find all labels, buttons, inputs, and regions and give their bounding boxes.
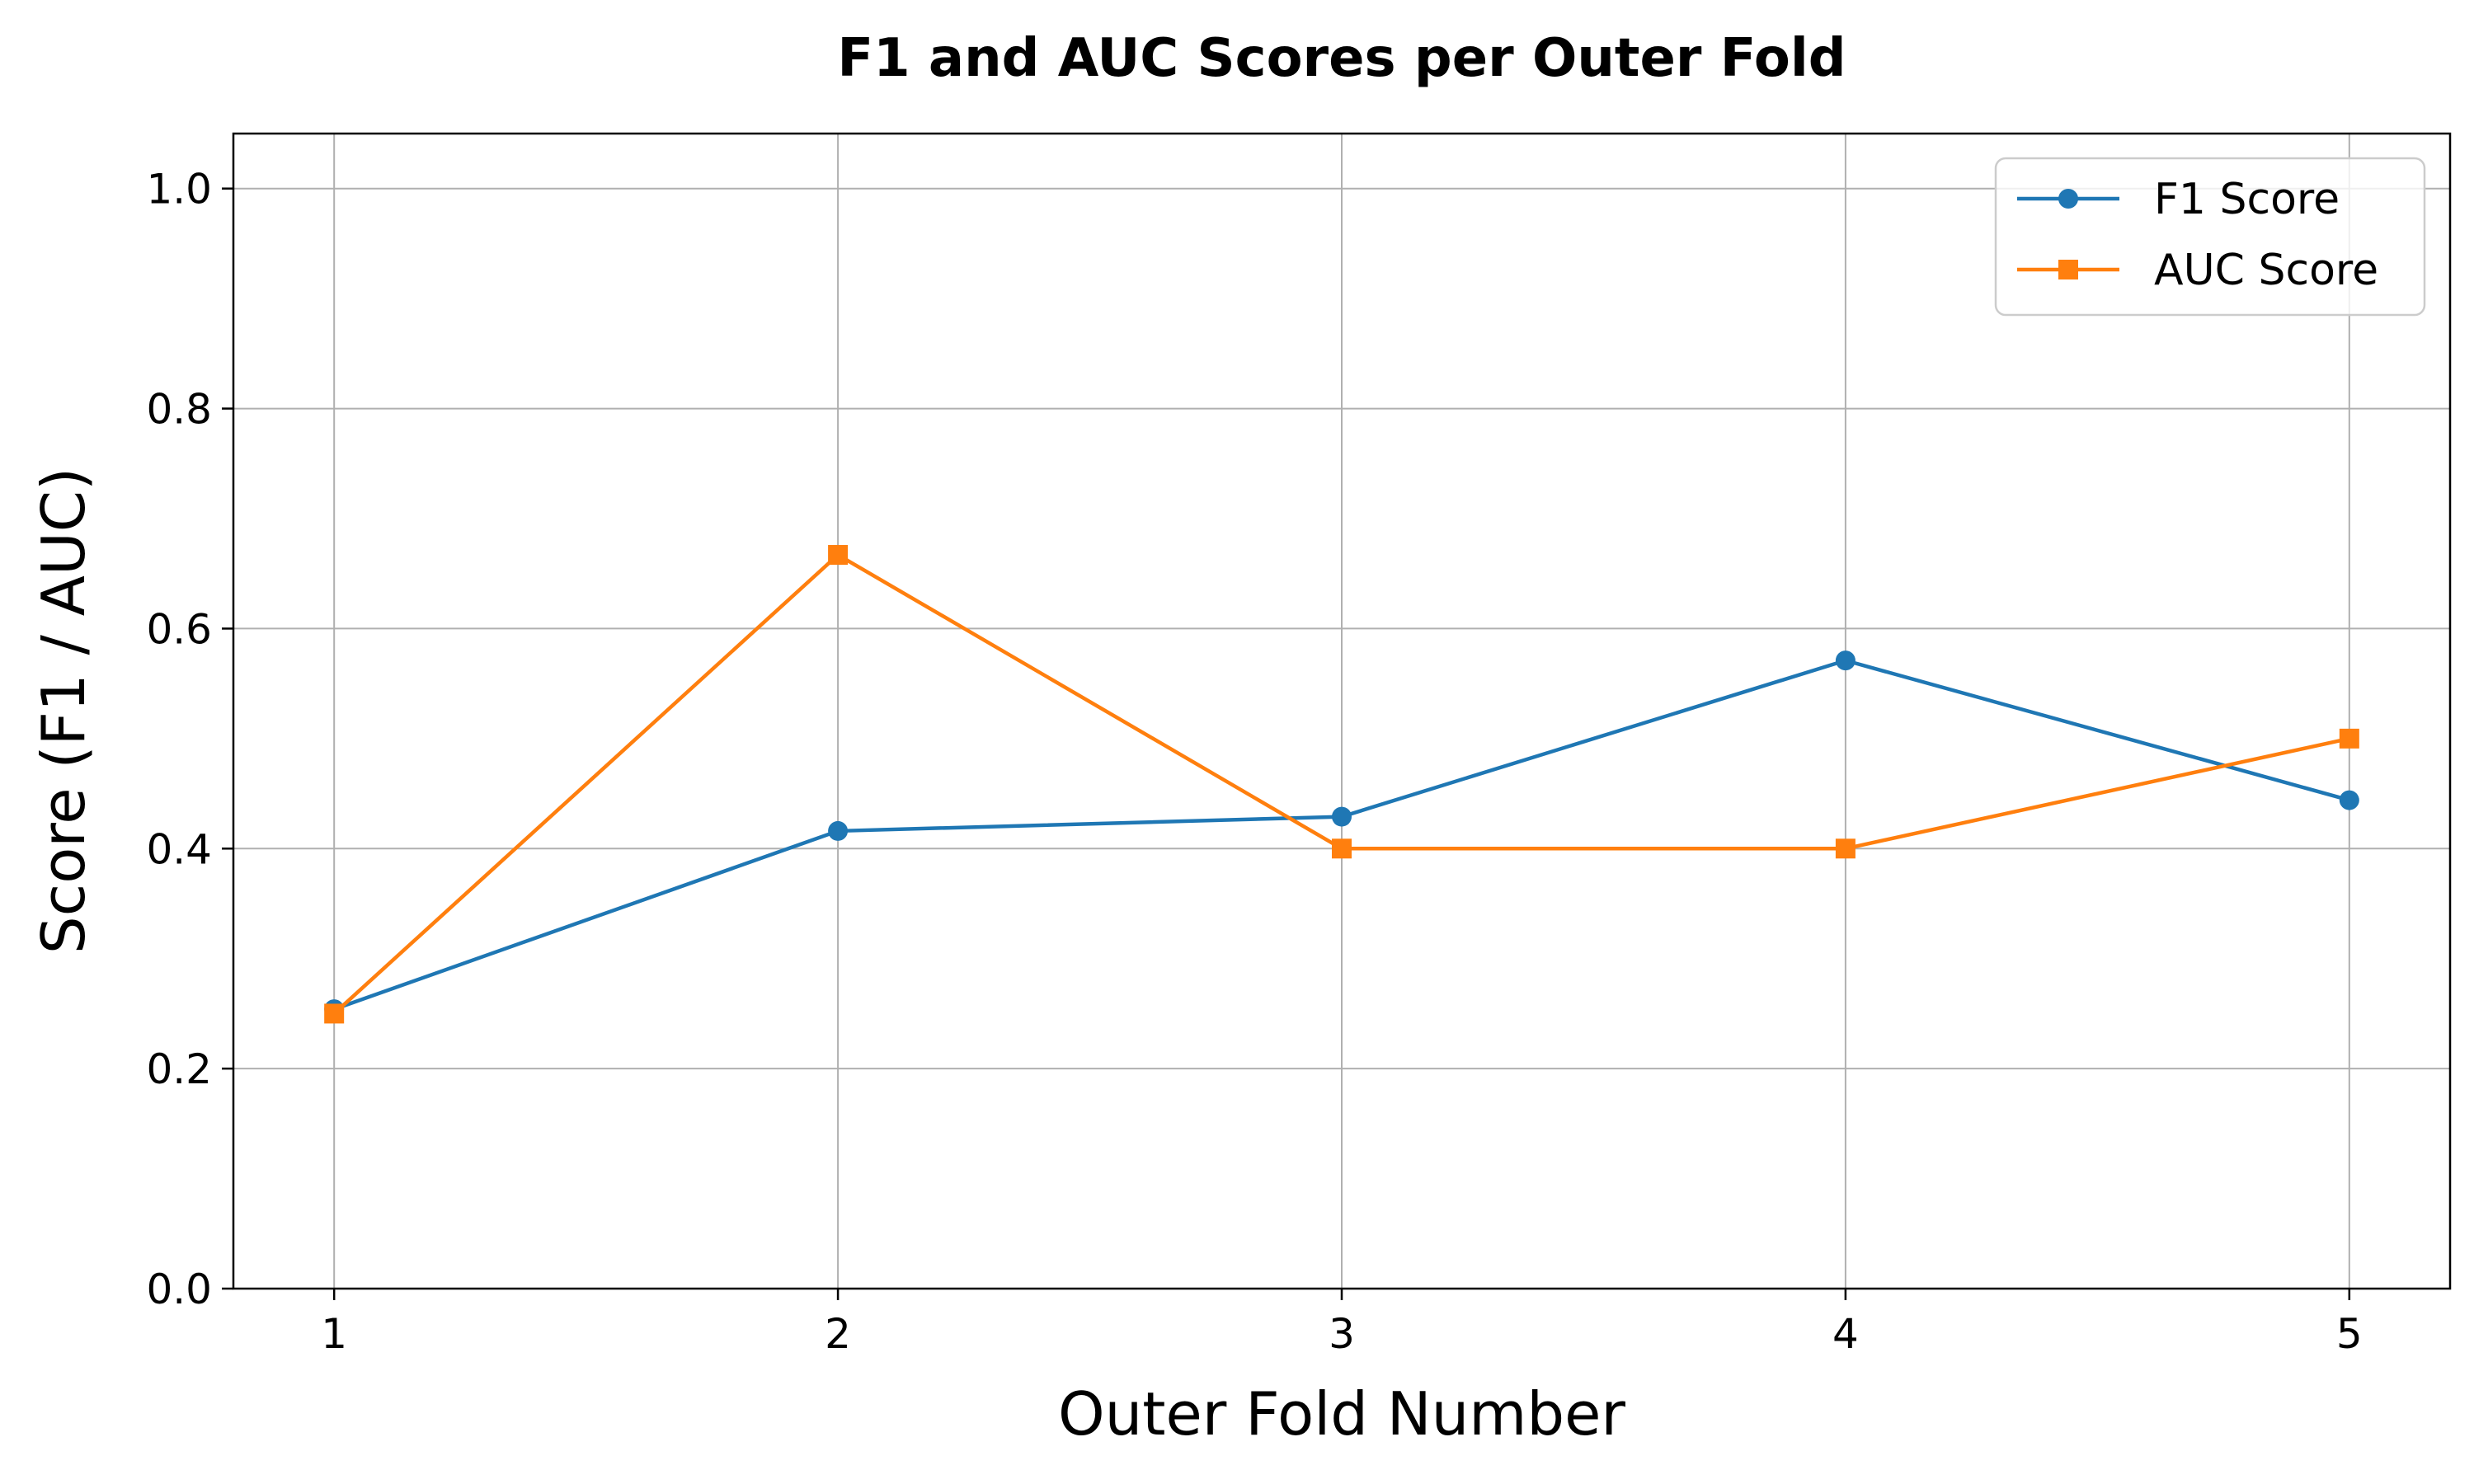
y-tick-label: 0.0 xyxy=(146,1266,212,1313)
legend-label: F1 Score xyxy=(2154,175,2340,224)
legend-swatch-marker xyxy=(2058,260,2078,279)
data-point-f1-score xyxy=(1332,806,1352,827)
ticks: 1 2 3 4 5 0.0 0.2 0.4 0.6 0.8 1.0 xyxy=(146,166,2362,1358)
legend-item-f1-score: F1 Score xyxy=(2017,175,2340,224)
y-tick-label: 0.6 xyxy=(146,605,212,653)
legend-item-auc-score: AUC Score xyxy=(2017,246,2378,295)
series xyxy=(324,545,2359,1024)
data-point-f1-score xyxy=(1835,650,1856,671)
data-point-auc-score xyxy=(1332,838,1352,859)
x-tick-label: 5 xyxy=(2336,1310,2363,1358)
y-tick-label: 0.4 xyxy=(146,825,212,873)
data-point-auc-score xyxy=(1835,838,1856,859)
y-tick-label: 0.2 xyxy=(146,1045,212,1093)
x-tick-label: 4 xyxy=(1832,1310,1859,1358)
legend-label: AUC Score xyxy=(2154,246,2378,295)
data-point-auc-score xyxy=(828,545,849,566)
plot-area-frame xyxy=(232,132,2452,1290)
legend-swatch-marker xyxy=(2058,189,2078,209)
data-point-auc-score xyxy=(2339,728,2359,749)
series-auc-score xyxy=(324,545,2359,1024)
x-tick-label: 2 xyxy=(825,1310,851,1358)
data-point-f1-score xyxy=(2339,790,2359,810)
x-axis-label: Outer Fold Number xyxy=(1058,1379,1625,1449)
chart-title: F1 and AUC Scores per Outer Fold xyxy=(837,28,1846,89)
y-axis-label: Score (F1 / AUC) xyxy=(29,467,98,954)
legend-items: F1 Score AUC Score xyxy=(2017,175,2378,295)
y-tick-label: 1.0 xyxy=(146,166,212,214)
x-tick-label: 1 xyxy=(321,1310,347,1358)
x-tick-label: 3 xyxy=(1329,1310,1355,1358)
data-point-auc-score xyxy=(324,1003,345,1024)
y-tick-label: 0.8 xyxy=(146,386,212,434)
legend: F1 Score AUC Score xyxy=(1994,157,2426,317)
data-point-f1-score xyxy=(828,820,849,841)
